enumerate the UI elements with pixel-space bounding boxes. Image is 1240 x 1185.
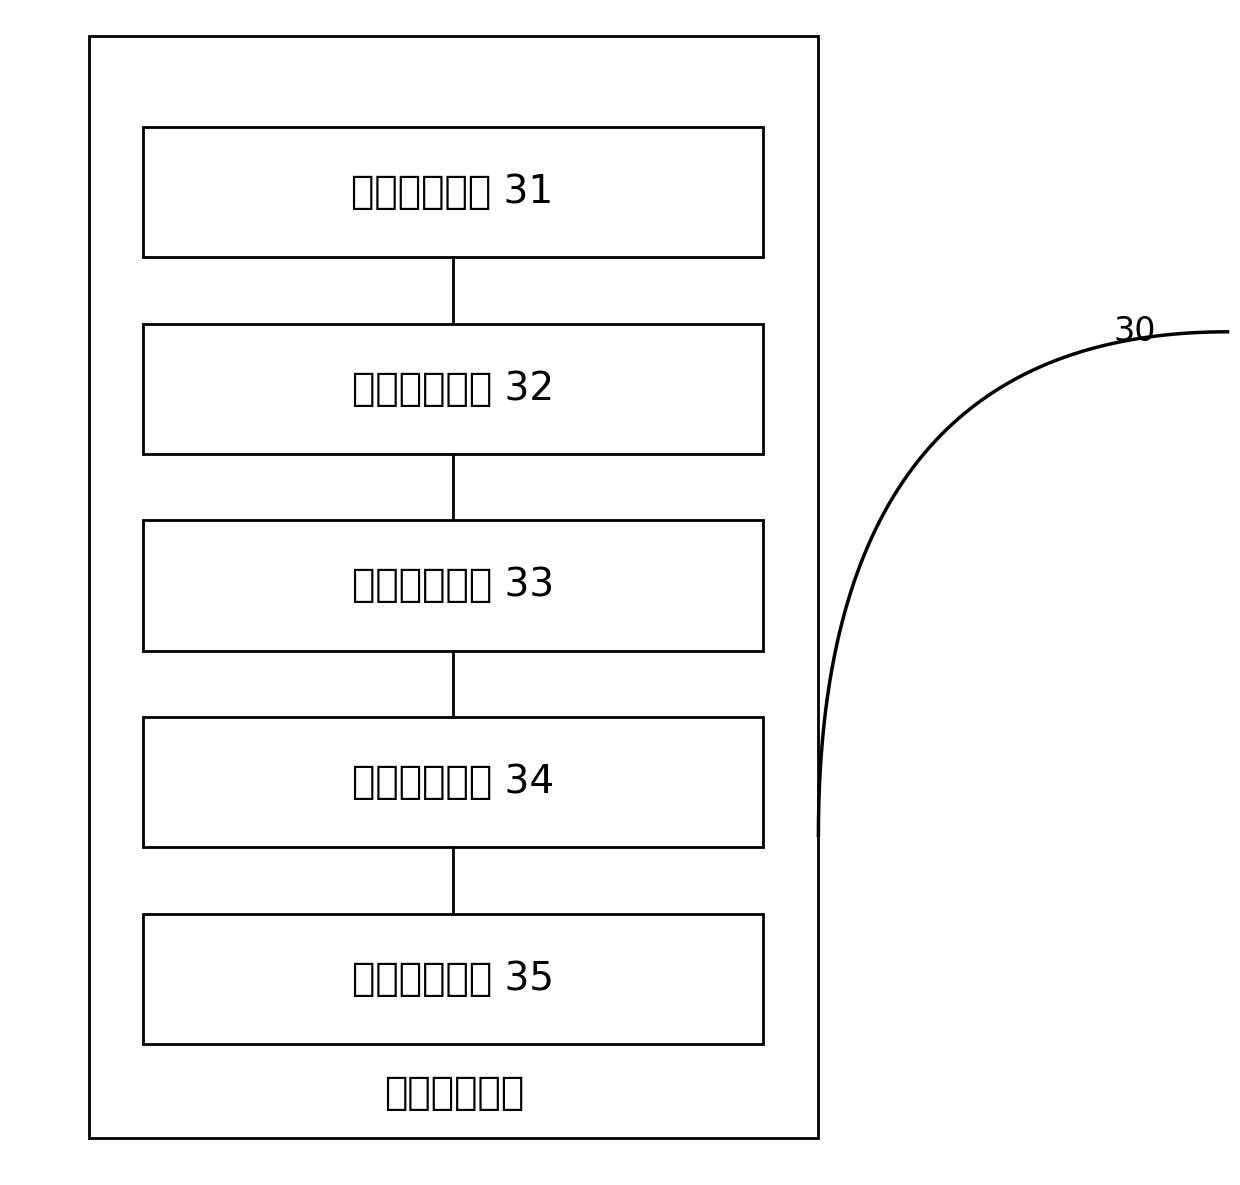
Bar: [143, 717, 763, 847]
Text: 第一确定模块 33: 第一确定模块 33: [351, 566, 554, 604]
Text: 30: 30: [1114, 315, 1156, 348]
Text: 第二获取模块 32: 第二获取模块 32: [351, 370, 554, 408]
Text: 第三获取模块 34: 第三获取模块 34: [351, 763, 554, 801]
Text: 第一获取模块 31: 第一获取模块 31: [351, 173, 554, 211]
Text: 马达控制装置: 马达控制装置: [383, 1074, 525, 1112]
Bar: [143, 127, 763, 257]
Bar: [143, 914, 763, 1044]
Text: 第二确定模块 35: 第二确定模块 35: [352, 960, 553, 998]
Bar: [89, 36, 818, 1138]
Bar: [143, 520, 763, 651]
Bar: [143, 324, 763, 454]
